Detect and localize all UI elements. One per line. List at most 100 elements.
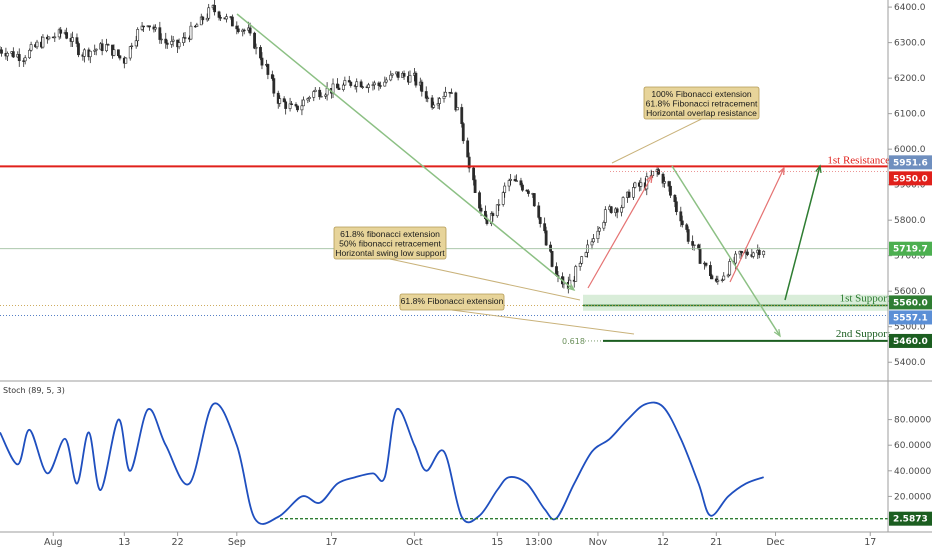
candle-body [35, 41, 39, 48]
stoch-indicator: Stoch (89, 5, 3) 20.0000 40.0000 60.0000 80.… [0, 386, 931, 525]
candle-body [29, 44, 33, 51]
candle-body [603, 209, 607, 223]
candle-body [341, 84, 345, 90]
note-resistance-pointer [611, 118, 702, 164]
candle-body [669, 185, 672, 196]
candle-body [11, 51, 15, 58]
current-price-badge [889, 241, 932, 256]
candle-body [236, 28, 240, 32]
note-swing-low-line: 50% fibonacci retracement [339, 239, 441, 249]
candle-body [195, 24, 199, 27]
candle-body [473, 179, 477, 193]
candle-body [734, 253, 737, 264]
note-resistance-line: 61.8% Fibonacci retracement [646, 99, 758, 109]
candle-body [615, 208, 619, 213]
note-swing-low-pointer [389, 258, 581, 301]
candle-body [657, 169, 661, 175]
candle-body [708, 265, 712, 276]
support-badge-text: 5560.0 [893, 298, 928, 308]
candle-body [207, 7, 211, 19]
candle-body [574, 266, 578, 282]
note-fib-extension-pointer [451, 309, 635, 335]
candle-body [679, 211, 683, 222]
candle-body [290, 103, 293, 105]
candle-body [686, 229, 690, 242]
price-tick-label: 5700.0 [894, 252, 926, 262]
candle-body [336, 83, 339, 89]
price-tick-label: 5800.0 [894, 216, 926, 226]
candle-body [460, 107, 464, 124]
resistance-badge [889, 155, 932, 170]
candle-body [112, 49, 116, 56]
candle-body [543, 223, 547, 232]
candle-body [632, 187, 635, 198]
candle-body [142, 25, 145, 28]
candle-body [633, 182, 637, 188]
candle-body [526, 190, 530, 194]
candle-body [134, 40, 138, 47]
candle-body [704, 262, 708, 266]
candle-body [165, 42, 169, 45]
candle-body [349, 81, 353, 86]
candle-body [697, 244, 700, 250]
candle-body [248, 27, 252, 34]
candle-body [199, 16, 203, 26]
candle-body [59, 29, 63, 34]
candle-body [609, 206, 613, 213]
candle-body [639, 182, 643, 187]
second-support-badge-text: 5460.0 [893, 337, 928, 347]
candle-body [154, 27, 157, 30]
resistance-label: 1st Resistance [827, 154, 890, 166]
candle-body [740, 250, 743, 254]
candle-body [663, 181, 666, 184]
candle-body [282, 98, 286, 103]
candle-body [171, 39, 175, 42]
candle-body [313, 89, 317, 92]
note-fib-extension: 61.8% Fibonacci extension [399, 293, 635, 335]
candle-body [170, 41, 174, 45]
time-tick-label: 13:00 [525, 537, 552, 548]
price-tick-label: 5400.0 [894, 358, 926, 368]
candle-body [17, 54, 21, 62]
candle-body [259, 47, 262, 59]
candle-body [296, 105, 299, 111]
indicator-title: Stoch (89, 5, 3) [3, 386, 65, 395]
candle-body [230, 16, 234, 27]
candle-body [674, 201, 678, 213]
time-tick-label: 13 [118, 537, 130, 548]
candle-body [424, 91, 428, 99]
candle-body [159, 38, 163, 41]
candle-body [590, 241, 594, 246]
candle-body [438, 98, 441, 104]
candle-body [177, 42, 181, 48]
candle-body [461, 123, 465, 142]
candle-body [373, 82, 376, 86]
candle-body [728, 261, 732, 276]
note-fib-extension-box [399, 293, 505, 311]
candle-body [532, 193, 536, 207]
candle-body [300, 105, 304, 111]
note-swing-low-box [333, 226, 447, 260]
candle-body [128, 46, 132, 59]
candle-body [82, 49, 86, 57]
candle-body [105, 44, 108, 52]
candle-body [673, 194, 677, 203]
candle-body [253, 32, 256, 49]
candle-body [53, 36, 57, 39]
candle-body [685, 224, 689, 230]
candle-body [266, 64, 270, 75]
candle-body [389, 74, 393, 81]
candle-body [319, 95, 323, 98]
candle-body [71, 37, 74, 42]
candle-body [519, 180, 523, 186]
candle-body [501, 192, 505, 205]
candle-body [270, 74, 274, 79]
candle-body [580, 256, 584, 264]
resistance-badge-2 [889, 171, 932, 186]
candle-body [602, 222, 606, 229]
candle-body [6, 53, 9, 57]
